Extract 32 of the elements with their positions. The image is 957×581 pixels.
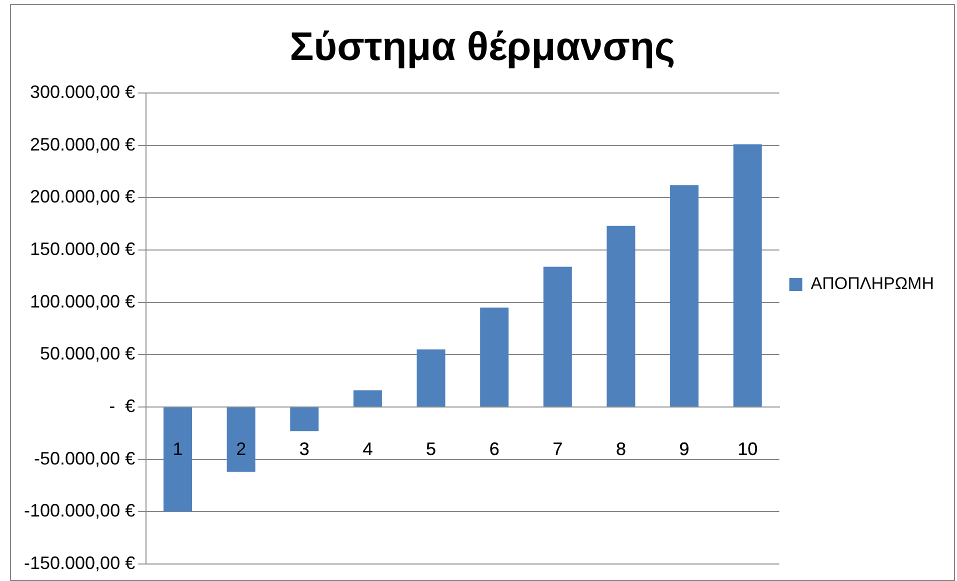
x-tick-label: 7 (552, 438, 563, 459)
bar (543, 266, 572, 406)
x-tick-label: 5 (426, 438, 436, 459)
y-tick-label: 50.000,00 € (40, 344, 136, 364)
legend-label: ΑΠΟΠΛΗΡΩΜΗ (810, 274, 934, 294)
y-tick-label: -50.000,00 € (34, 448, 136, 468)
bar (290, 408, 319, 432)
x-tick-label: 9 (679, 438, 690, 459)
bar (670, 185, 699, 406)
x-tick-label: 8 (616, 438, 626, 459)
bar (164, 408, 192, 512)
y-tick-label: -150.000,00 € (24, 552, 136, 573)
y-tick-label: 300.000,00 € (30, 82, 136, 102)
y-tick-label: 200.000,00 € (30, 186, 136, 207)
x-tick-label: 4 (362, 438, 373, 459)
bar (416, 349, 446, 406)
bar (733, 144, 762, 406)
y-tick-label: - € (109, 396, 136, 416)
bar (480, 308, 509, 406)
x-tick-label: 6 (489, 438, 500, 459)
x-tick-label: 2 (236, 438, 246, 459)
x-tick-label: 10 (738, 438, 758, 459)
x-tick-label: 3 (299, 438, 310, 459)
y-tick-label: 150.000,00 € (30, 238, 136, 259)
bar (226, 408, 256, 472)
y-tick-label: -100.000,00 € (24, 500, 136, 521)
y-tick-label: 100.000,00 € (30, 291, 136, 312)
bar (606, 226, 636, 406)
bar (353, 390, 382, 406)
y-tick-label: 250.000,00 € (30, 134, 136, 154)
x-tick-label: 1 (172, 438, 183, 459)
chart-title: Σύστημα θέρμανσης (290, 25, 676, 70)
